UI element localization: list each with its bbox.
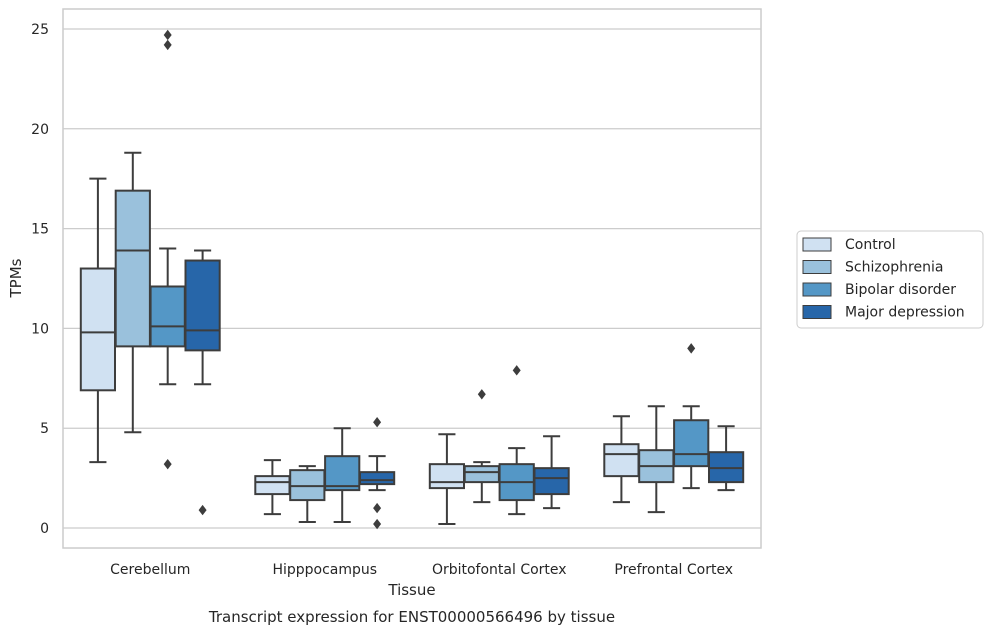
box-3-1 bbox=[638, 405, 675, 514]
legend: Control Schizophrenia Bipolar disorder Majo… bbox=[796, 230, 984, 329]
plot-boxes bbox=[79, 29, 745, 530]
y-tick-label: 10 bbox=[31, 321, 49, 337]
box-0-1 bbox=[114, 151, 151, 434]
outlier-point bbox=[373, 518, 382, 530]
outlier-point bbox=[477, 389, 486, 400]
box-body bbox=[463, 465, 500, 484]
legend-frame bbox=[796, 230, 984, 329]
x-tick-labels: Cerebellum Hipppocampus Orbitofontal Corte… bbox=[110, 562, 733, 578]
y-axis-title: TPMs bbox=[7, 258, 25, 298]
legend-swatch bbox=[802, 305, 832, 319]
box-body bbox=[114, 189, 151, 348]
outlier-point bbox=[373, 502, 382, 514]
x-tick-label: Prefrontal Cortex bbox=[614, 562, 733, 578]
box-body bbox=[603, 443, 640, 478]
x-tick-label: Orbitofontal Cortex bbox=[432, 562, 567, 578]
box-body bbox=[428, 463, 466, 490]
box-2-1 bbox=[463, 389, 500, 504]
box-2-2 bbox=[498, 365, 535, 516]
box-2-0 bbox=[428, 433, 466, 526]
box-3-3 bbox=[707, 425, 745, 492]
legend-label: Major depression bbox=[845, 305, 965, 321]
box-body bbox=[79, 267, 117, 392]
y-tick-label: 5 bbox=[40, 421, 49, 437]
box-body bbox=[533, 467, 570, 496]
legend-swatch bbox=[802, 237, 832, 252]
box-1-1 bbox=[289, 465, 326, 524]
box-0-0 bbox=[79, 177, 117, 464]
box-body bbox=[184, 259, 221, 352]
outlier-point bbox=[687, 343, 696, 354]
box-0-2 bbox=[149, 29, 186, 470]
outlier-point bbox=[373, 417, 382, 428]
box-body bbox=[673, 419, 710, 468]
box-1-3 bbox=[358, 417, 396, 530]
box-3-0 bbox=[603, 415, 640, 504]
legend-label: Bipolar disorder bbox=[845, 282, 956, 298]
plot-frame bbox=[62, 8, 762, 549]
y-tick-label: 15 bbox=[31, 222, 49, 238]
box-body bbox=[149, 285, 186, 348]
box-2-3 bbox=[533, 435, 570, 510]
box-1-2 bbox=[324, 427, 361, 524]
box-0-3 bbox=[184, 249, 221, 516]
outlier-point bbox=[163, 39, 172, 51]
outlier-point bbox=[198, 504, 207, 516]
x-tick-label: Cerebellum bbox=[110, 562, 190, 578]
y-tick-label: 0 bbox=[40, 521, 49, 537]
box-body bbox=[254, 475, 291, 496]
outlier-point bbox=[163, 29, 172, 41]
x-tick-label: Hipppocampus bbox=[272, 562, 377, 578]
y-tick-label: 20 bbox=[31, 122, 49, 138]
box-body bbox=[358, 471, 396, 486]
outlier-point bbox=[512, 365, 521, 376]
y-tick-labels: 0 5 10 15 20 25 bbox=[31, 22, 49, 537]
outlier-point bbox=[163, 458, 172, 470]
legend-label: Schizophrenia bbox=[845, 260, 943, 276]
legend-swatch bbox=[802, 260, 832, 274]
legend-label: Control bbox=[845, 237, 896, 253]
x-axis-title: Tissue bbox=[387, 581, 435, 599]
box-1-0 bbox=[254, 459, 291, 516]
chart-caption: Transcript expression for ENST0000056649… bbox=[208, 608, 615, 626]
box-body bbox=[324, 455, 361, 492]
box-3-2 bbox=[673, 343, 710, 490]
legend-swatch bbox=[802, 282, 832, 297]
y-tick-label: 25 bbox=[31, 22, 49, 38]
